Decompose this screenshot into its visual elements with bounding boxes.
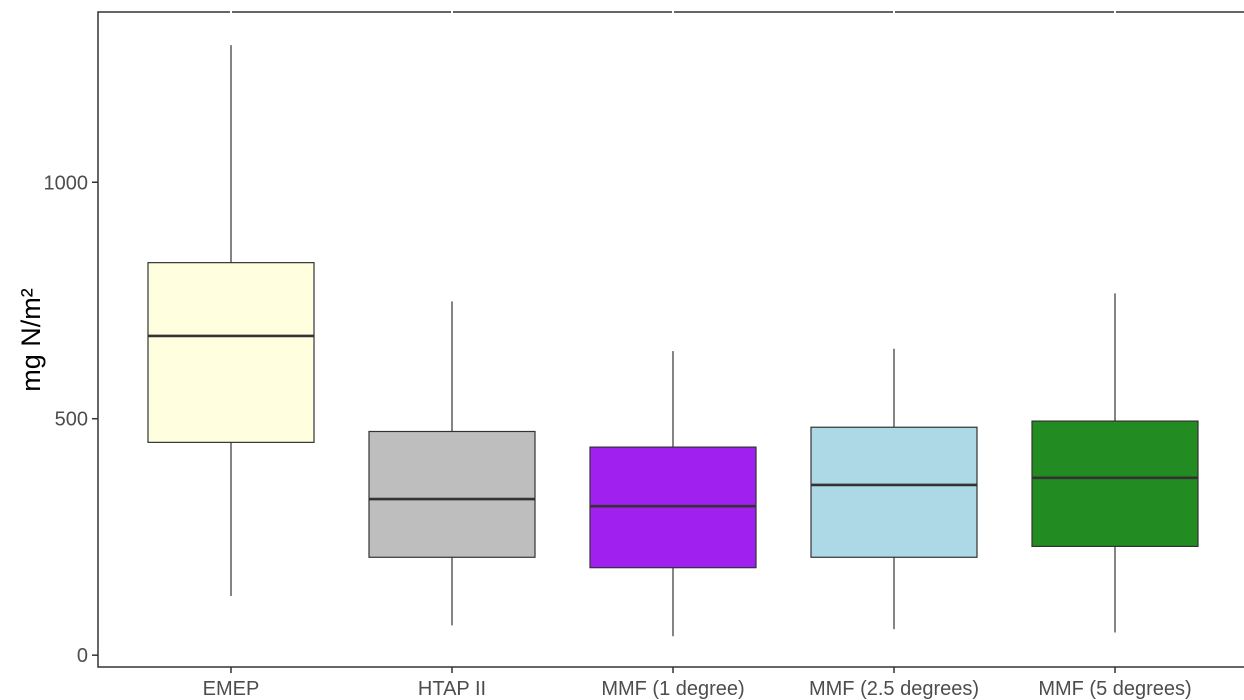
- y-axis-title: mg N/m²: [16, 288, 46, 392]
- iqr-box: [810, 426, 978, 558]
- x-tick-label: EMEP: [203, 678, 260, 700]
- box-2: [368, 301, 536, 626]
- y-axis: 0 500 1000: [44, 172, 98, 667]
- box-5: [1031, 293, 1199, 633]
- iqr-box: [1031, 420, 1199, 548]
- boxes-layer: [147, 45, 1199, 637]
- box-3: [589, 351, 757, 637]
- x-tick-label: HTAP II: [418, 678, 486, 700]
- box-1: [147, 45, 315, 597]
- y-tick-label: 1000: [44, 172, 89, 194]
- x-tick-label: MMF (5 degrees): [1038, 678, 1191, 700]
- x-tick-label: MMF (1 degree): [601, 678, 744, 700]
- iqr-box: [147, 262, 315, 443]
- y-tick-label: 500: [55, 409, 88, 431]
- iqr-box: [368, 430, 536, 558]
- x-tick-label: MMF (2.5 degrees): [809, 678, 979, 700]
- y-tick-label: 0: [77, 645, 88, 667]
- x-axis: EMEP HTAP II MMF (1 degree) MMF (2.5 degree…: [203, 11, 1192, 700]
- box-4: [810, 348, 978, 630]
